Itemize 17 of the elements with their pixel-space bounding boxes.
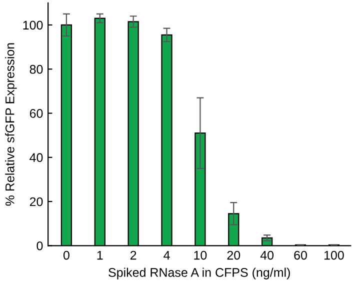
x-axis-title: Spiked RNase A in CFPS (ng/ml) bbox=[108, 268, 290, 280]
x-tick-label: 10 bbox=[194, 250, 207, 260]
y-axis-title: % Relative sfGFP Expression bbox=[5, 43, 17, 206]
x-tick-label: 1 bbox=[97, 250, 103, 260]
x-tick-label: 20 bbox=[227, 250, 240, 260]
y-tick-label: 100 bbox=[23, 20, 43, 30]
x-tick-label: 0 bbox=[63, 250, 70, 260]
x-tick-label: 2 bbox=[130, 250, 136, 260]
x-tick-label: 4 bbox=[164, 250, 170, 260]
y-tick-label: 20 bbox=[30, 197, 43, 206]
y-tick-label: 40 bbox=[30, 153, 43, 162]
x-tick-label: 40 bbox=[260, 250, 274, 260]
y-tick-label: 80 bbox=[30, 64, 43, 74]
y-tick-label: 0 bbox=[36, 241, 43, 250]
y-tick-label: 60 bbox=[30, 109, 43, 118]
x-tick-label: 100 bbox=[324, 250, 344, 260]
x-tick-label: 60 bbox=[294, 250, 307, 260]
